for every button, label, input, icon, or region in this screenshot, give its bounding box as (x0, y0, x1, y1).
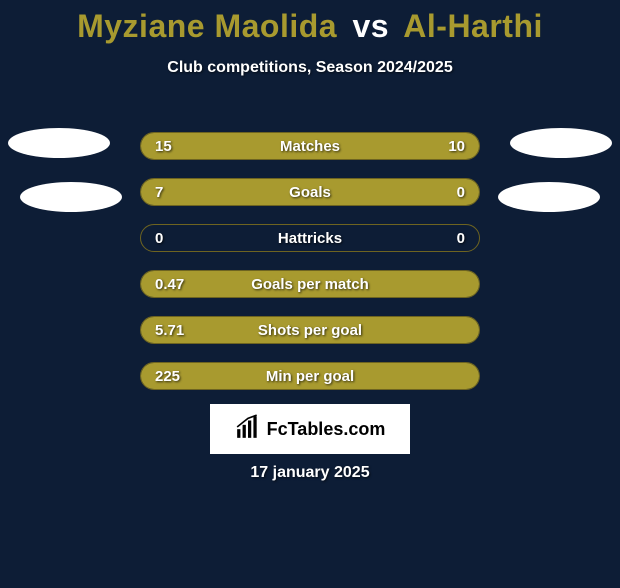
player2-avatar-bottom (498, 182, 600, 212)
bar-right-value: 0 (457, 179, 465, 205)
stat-bar: 70Goals (140, 178, 480, 206)
bar-left-value: 0 (155, 225, 163, 251)
subtitle: Club competitions, Season 2024/2025 (0, 59, 620, 77)
stat-bar: 5.71Shots per goal (140, 316, 480, 344)
bar-left-value: 0.47 (155, 271, 184, 297)
player2-avatar-top (510, 128, 612, 158)
player1-name: Myziane Maolida (77, 8, 337, 44)
logo-text: FcTables.com (267, 419, 386, 440)
stat-bar: 0.47Goals per match (140, 270, 480, 298)
bar-left-fill (141, 271, 479, 297)
bar-right-value: 10 (448, 133, 465, 159)
bar-left-fill (141, 317, 479, 343)
stat-bar: 0 0Hattricks (140, 224, 480, 252)
stat-bar: 225Min per goal (140, 362, 480, 390)
player1-avatar-top (8, 128, 110, 158)
site-logo: FcTables.com (210, 404, 410, 454)
stat-bar: 1510Matches (140, 132, 480, 160)
vs-text: vs (352, 8, 389, 44)
bar-left-value: 5.71 (155, 317, 184, 343)
bar-right-fill (398, 179, 479, 205)
stat-bars-container: 1510Matches70Goals00Hattricks0.47Goals p… (140, 132, 480, 408)
bar-left-value: 7 (155, 179, 163, 205)
date-text: 17 january 2025 (0, 464, 620, 482)
player2-name: Al-Harthi (403, 8, 543, 44)
bar-left-fill (141, 363, 479, 389)
bar-right-value: 0 (457, 225, 465, 251)
bar-left-fill (141, 179, 398, 205)
bar-label: Hattricks (141, 225, 479, 251)
bar-left-value: 225 (155, 363, 180, 389)
player1-avatar-bottom (20, 182, 122, 212)
bar-left-value: 15 (155, 133, 172, 159)
page-title: Myziane Maolida vs Al-Harthi (0, 8, 620, 45)
chart-icon (235, 414, 261, 445)
